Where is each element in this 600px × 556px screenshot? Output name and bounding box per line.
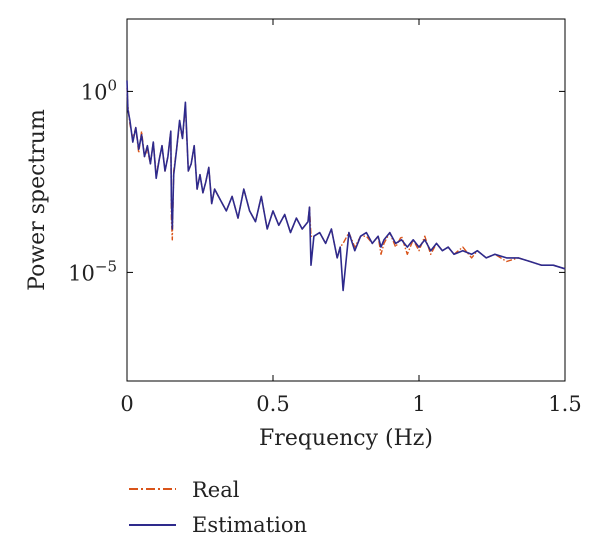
plot-area [126,18,566,382]
x-axis-label: Frequency (Hz) [259,426,433,451]
y-tick-label: 10−5 [68,257,117,285]
y-axis-label: Power spectrum [25,109,50,291]
x-tick-label: 0 [120,392,133,416]
tick-layer: 0 0.5 1 1.5 100 10−5 [68,19,582,416]
legend-label-estimation: Estimation [192,513,307,537]
legend-label-real: Real [192,478,240,502]
y-tick-label: 100 [81,76,117,104]
legend: Real Estimation [129,478,307,537]
x-tick-label: 1.5 [548,392,581,416]
x-tick-label: 1 [412,392,425,416]
x-tick-label: 0.5 [256,392,289,416]
series-line-estimation [126,80,566,292]
series-layer [126,80,566,292]
